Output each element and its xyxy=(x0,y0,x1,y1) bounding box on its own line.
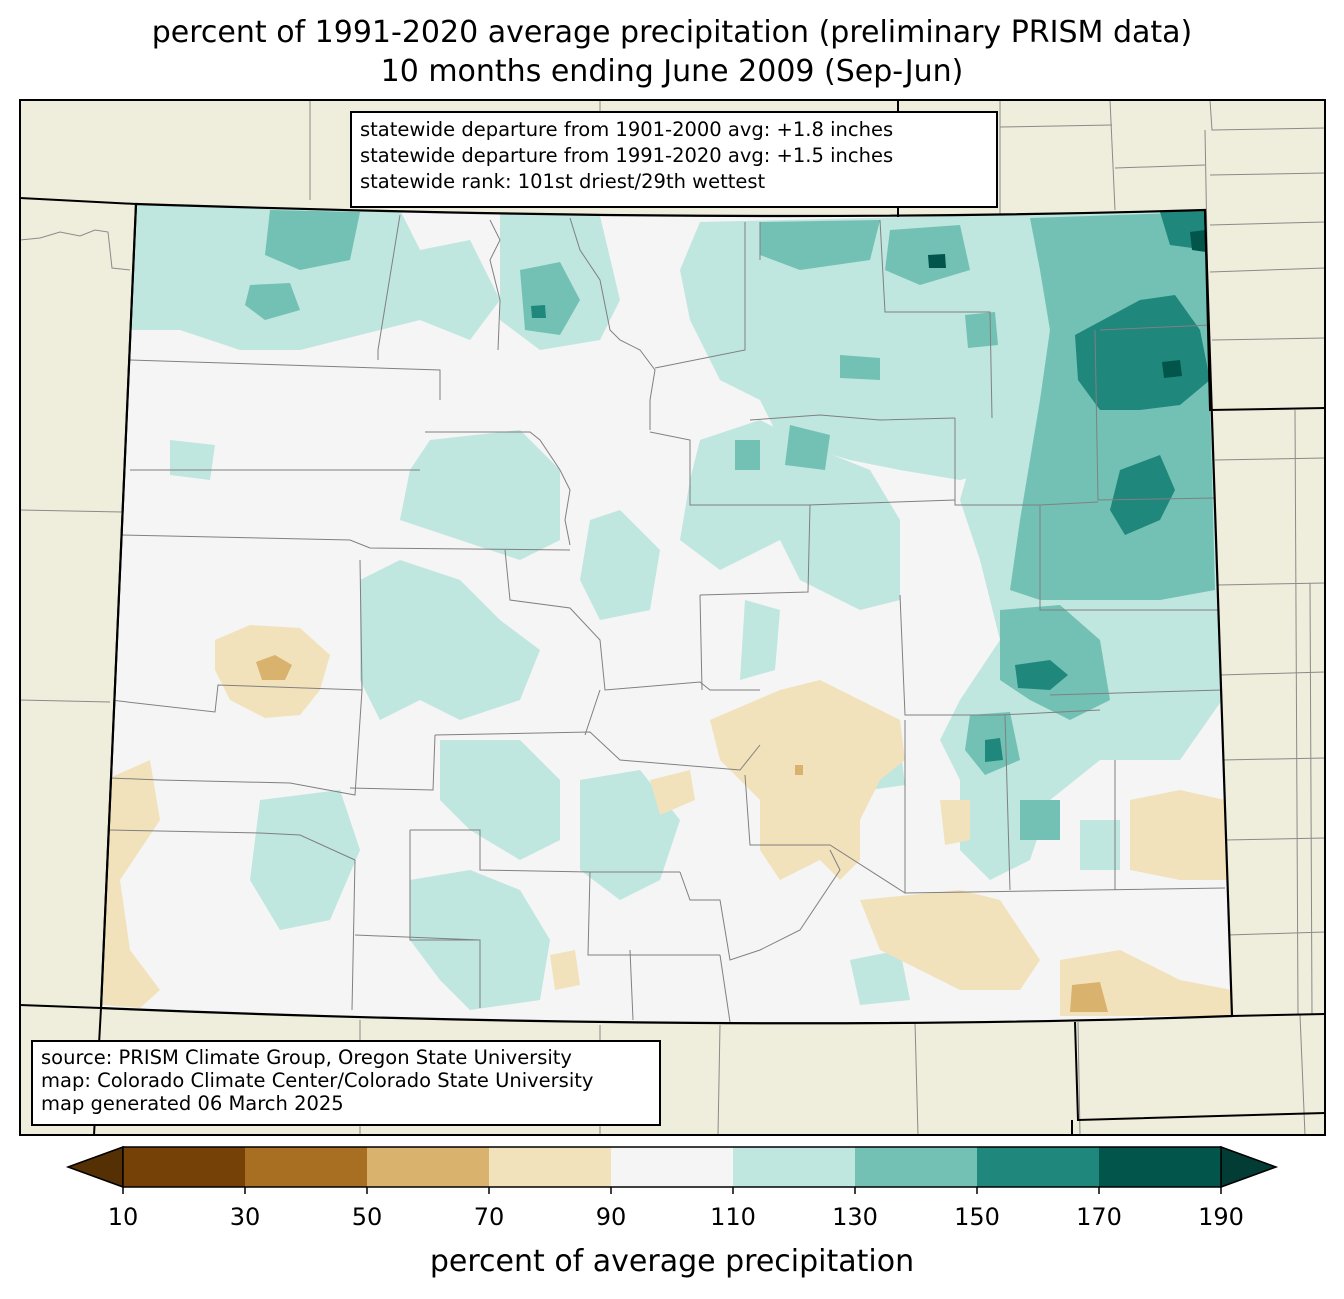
map-frame-border xyxy=(19,99,1326,1136)
colorbar-over-arrow xyxy=(1220,1145,1279,1189)
colorbar-outline xyxy=(122,1146,1222,1188)
colorbar-tick-label: 10 xyxy=(107,1203,139,1231)
source-credit-box: source: PRISM Climate Group, Oregon Stat… xyxy=(31,1040,661,1126)
generated-date-line: map generated 06 March 2025 xyxy=(41,1092,344,1115)
colorbar-segment xyxy=(367,1147,490,1187)
stats-departure-1991: statewide departure from 1991-2020 avg: … xyxy=(360,144,894,167)
colorbar-tick-label: 50 xyxy=(351,1203,383,1231)
source-line: source: PRISM Climate Group, Oregon Stat… xyxy=(41,1046,572,1069)
colorbar-segment xyxy=(977,1147,1100,1187)
colorbar-tick-label: 190 xyxy=(1198,1203,1244,1231)
colorbar-segment xyxy=(489,1147,612,1187)
colorbar-segment xyxy=(1099,1147,1222,1187)
colorbar-tick-label: 90 xyxy=(595,1203,627,1231)
map-title: percent of 1991-2020 average precipitati… xyxy=(151,15,1193,50)
stats-departure-1901: statewide departure from 1901-2000 avg: … xyxy=(360,118,894,141)
colorbar-under-arrow xyxy=(65,1145,124,1189)
colorbar-tick-label: 30 xyxy=(229,1203,261,1231)
colorbar-segment xyxy=(123,1147,246,1187)
colorbar-segment xyxy=(245,1147,368,1187)
colorbar-tick-label: 130 xyxy=(832,1203,878,1231)
map-subtitle: 10 months ending June 2009 (Sep-Jun) xyxy=(380,54,964,89)
colorbar-tick-label: 110 xyxy=(710,1203,756,1231)
map-credit-line: map: Colorado Climate Center/Colorado St… xyxy=(41,1069,594,1092)
statewide-stats-box: statewide departure from 1901-2000 avg: … xyxy=(350,111,998,208)
precipitation-shading xyxy=(102,204,1232,1016)
colorbar-tick-label: 70 xyxy=(473,1203,505,1231)
colorbar-tick-label: 150 xyxy=(954,1203,1000,1231)
colorbar-segment xyxy=(855,1147,978,1187)
county-lines xyxy=(109,214,1226,1023)
colorado-border xyxy=(99,202,1234,1025)
colorbar-tick-label: 170 xyxy=(1076,1203,1122,1231)
colorbar-segment xyxy=(611,1147,734,1187)
colorbar-segment xyxy=(733,1147,856,1187)
colorbar-label: percent of average precipitation xyxy=(429,1244,915,1279)
neighbor-county-lines xyxy=(19,99,1326,1136)
colorbar xyxy=(65,1145,1279,1194)
stats-rank: statewide rank: 101st driest/29th wettes… xyxy=(360,170,766,193)
